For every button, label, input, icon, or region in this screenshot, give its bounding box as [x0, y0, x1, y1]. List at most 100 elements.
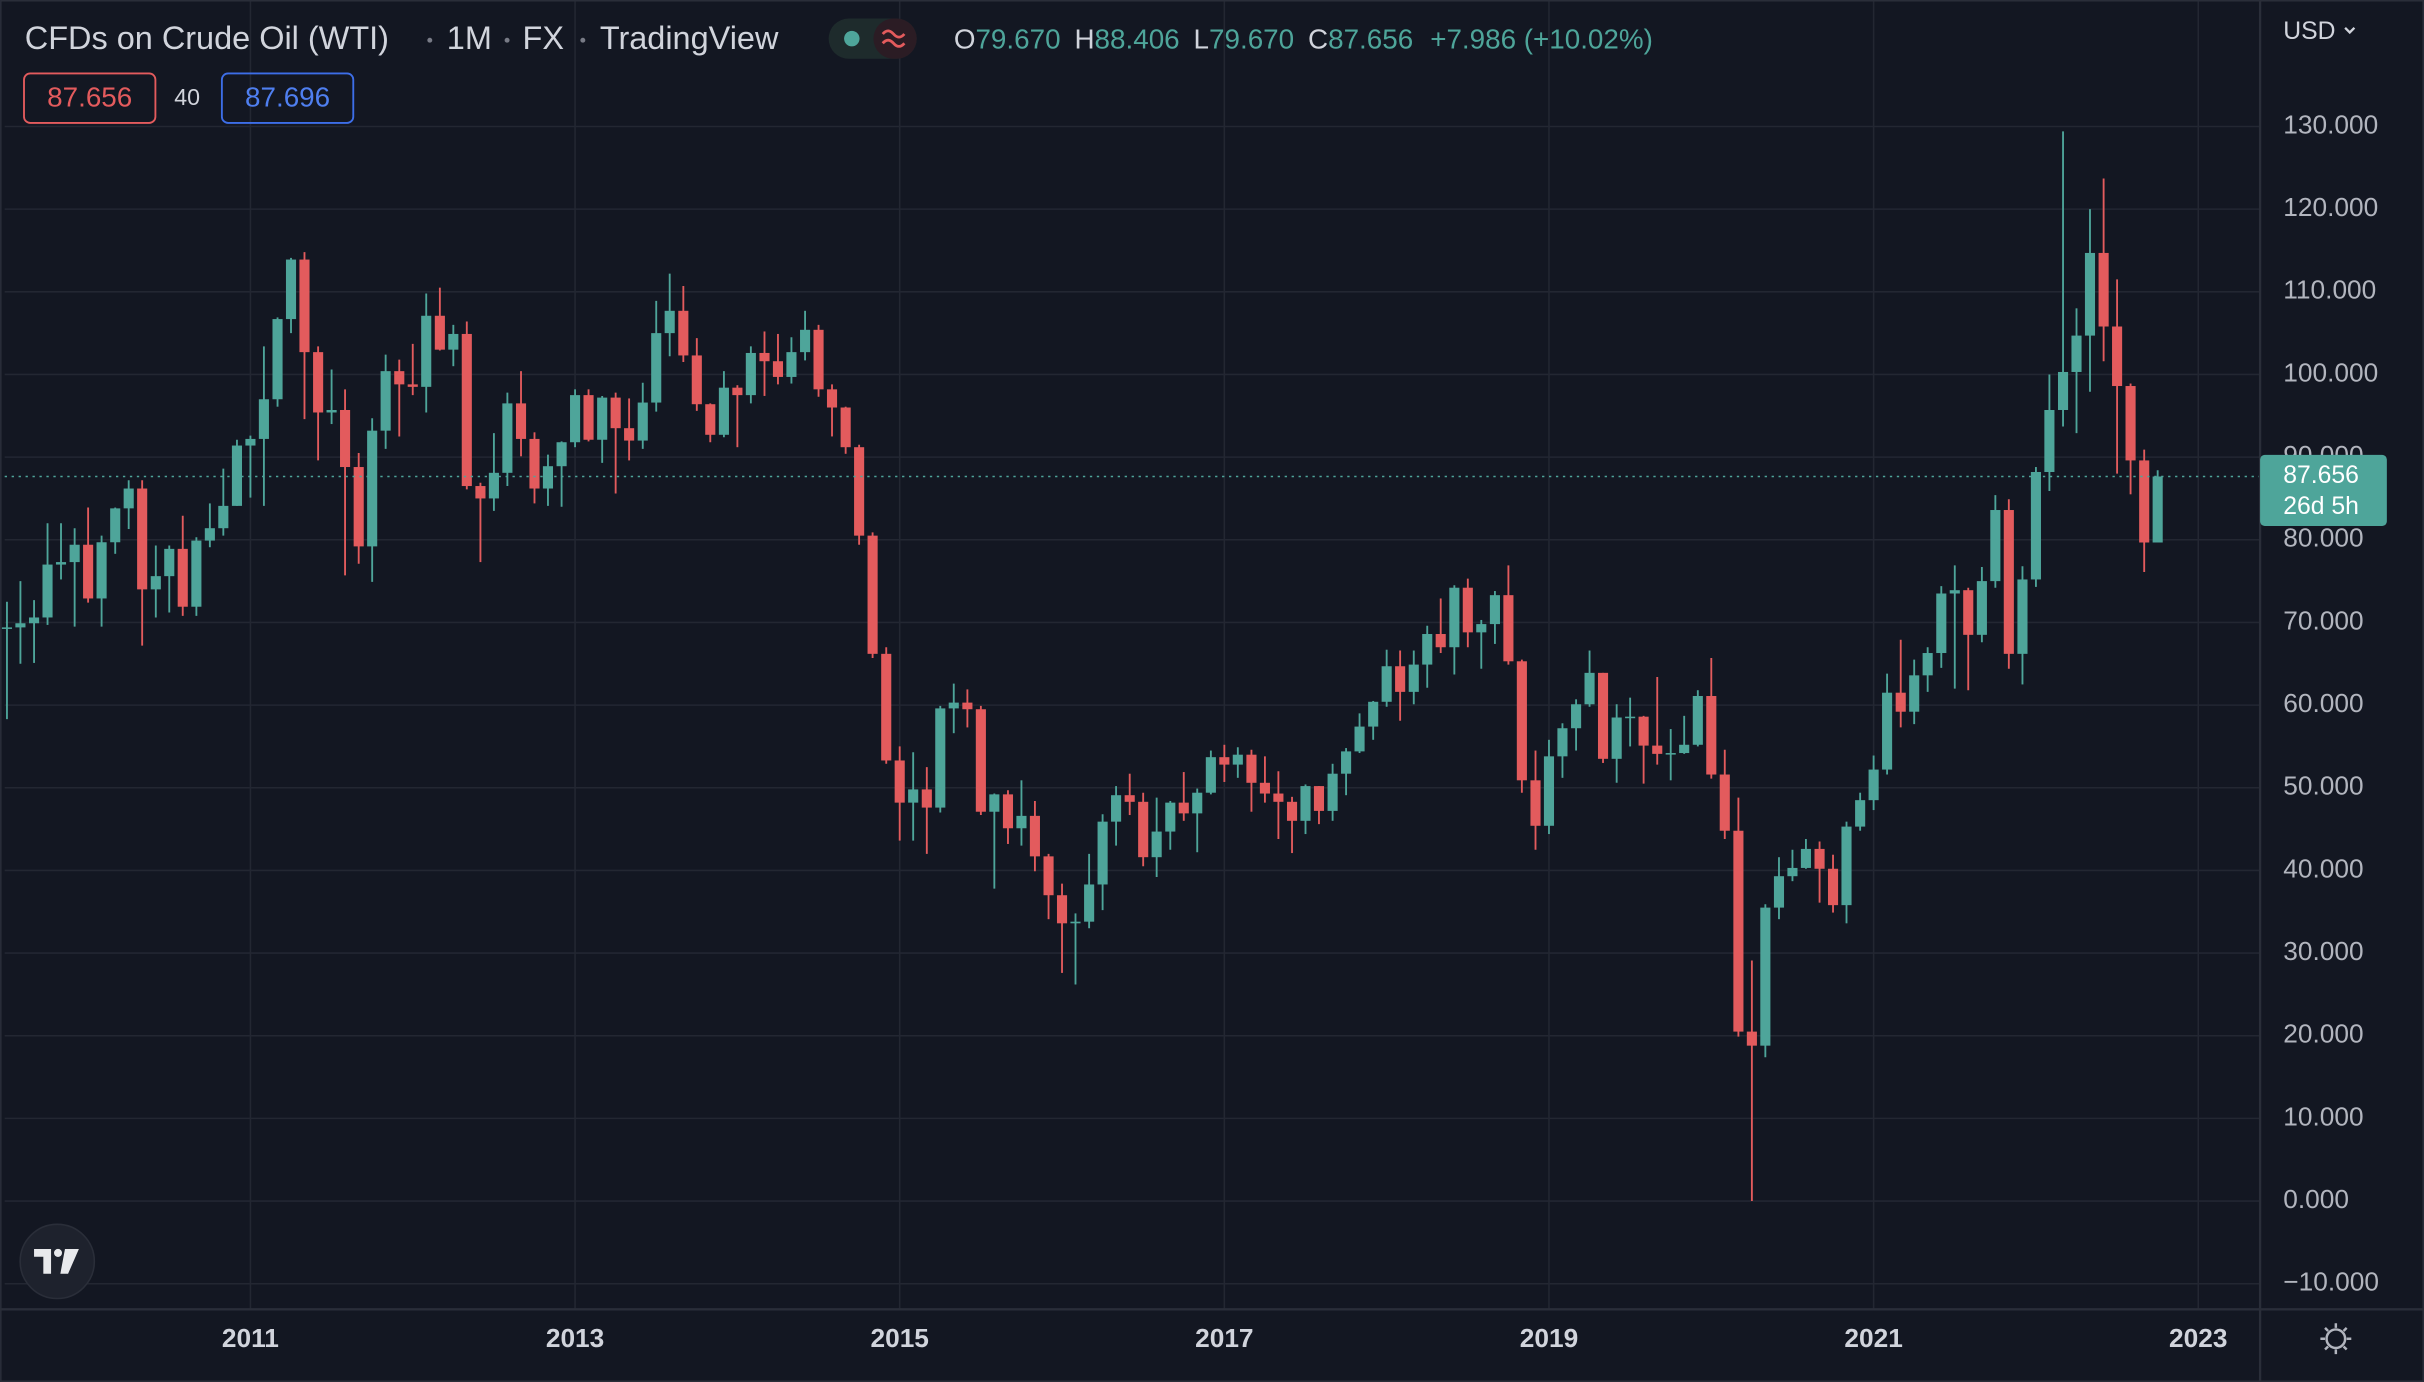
candle-body — [1530, 780, 1541, 826]
buy-box — [220, 72, 355, 124]
status-toggle[interactable] — [828, 18, 917, 59]
ohlc-key: L — [1194, 24, 1209, 55]
candle-body — [2030, 471, 2041, 580]
candle-body — [691, 355, 702, 405]
countdown: 26d 5h — [2283, 493, 2359, 520]
candle-body — [488, 472, 499, 499]
candle-body — [583, 395, 594, 440]
candle-body — [1016, 815, 1027, 829]
candle-body — [813, 329, 824, 390]
candle-body — [1286, 801, 1298, 821]
candle-body — [800, 329, 811, 353]
candle-body — [1246, 754, 1257, 783]
x-tick-label: 2015 — [870, 1323, 928, 1353]
candle-body — [1949, 590, 1960, 594]
candle-body — [664, 310, 675, 334]
y-tick-label: 80.000 — [2283, 523, 2363, 553]
candle-body — [1922, 653, 1933, 676]
currency-menu[interactable]: USD — [2283, 18, 2356, 45]
interval[interactable]: 1M — [447, 20, 492, 56]
candle-body — [894, 760, 905, 803]
candle-body — [1503, 595, 1514, 662]
candle-body — [732, 387, 743, 396]
candle-body — [1395, 666, 1406, 692]
sell-button[interactable]: 87.656 — [23, 72, 157, 124]
y-tick-label: 120.000 — [2283, 192, 2378, 222]
candle-body — [935, 708, 946, 808]
source[interactable]: TradingView — [600, 20, 779, 56]
candle-body — [448, 333, 459, 350]
candle-body — [2017, 579, 2028, 654]
candle-body — [556, 442, 567, 467]
candle-body — [1571, 704, 1582, 729]
settings-button[interactable] — [2320, 1323, 2352, 1355]
candle-body — [1841, 826, 1852, 906]
candle-body — [1422, 634, 1433, 665]
candle-body — [1178, 802, 1189, 814]
candle-body — [1273, 793, 1284, 802]
gear-ring — [2325, 1328, 2347, 1350]
candle-body — [921, 789, 932, 808]
ohlc-change: +7.986 (+10.02%) — [1430, 24, 1653, 55]
candle-body — [164, 548, 175, 577]
candle-body — [759, 352, 770, 362]
candle-body — [962, 702, 973, 710]
candle-body — [1990, 510, 2001, 582]
candle-body — [881, 653, 892, 761]
candle-body — [394, 371, 405, 385]
candle-body — [2139, 460, 2150, 543]
candle-body — [529, 438, 540, 489]
ohlc-value: 79.670 — [1209, 24, 1294, 55]
candle-body — [1368, 701, 1379, 727]
separator — [504, 37, 510, 43]
candle-body — [1827, 868, 1839, 906]
candle-body — [1936, 593, 1947, 654]
candle-body — [1151, 831, 1162, 858]
candle-body — [2057, 371, 2069, 410]
y-tick-label: 110.000 — [2283, 275, 2376, 305]
grid — [4, 0, 2261, 1310]
y-tick-label: 30.000 — [2283, 936, 2363, 966]
candle-body — [610, 397, 621, 429]
candle-body — [1976, 581, 1987, 635]
candle-body — [975, 709, 986, 812]
candle-body — [826, 389, 838, 408]
candle-body — [1543, 756, 1555, 826]
candle-body — [1381, 666, 1392, 702]
candle-body — [1408, 664, 1419, 692]
candle-body — [1597, 672, 1609, 759]
symbol-title[interactable]: CFDs on Crude Oil (WTI) — [25, 20, 389, 56]
candle-body — [1895, 692, 1906, 712]
y-tick-label: 130.000 — [2283, 109, 2378, 139]
candle-body — [867, 535, 878, 654]
exchange[interactable]: FX — [523, 20, 564, 56]
candle-body — [1787, 867, 1798, 877]
candle-body — [137, 488, 148, 590]
logo-dot — [53, 1248, 63, 1257]
candle-body — [1462, 587, 1473, 633]
candle-body — [258, 399, 269, 439]
candle-body — [1489, 595, 1500, 625]
candle-body — [110, 508, 121, 543]
candle-body — [204, 528, 215, 541]
x-tick-label: 2021 — [1844, 1323, 1902, 1353]
candle-body — [502, 403, 513, 473]
candle-body — [651, 333, 662, 403]
tradingview-logo[interactable] — [19, 1223, 96, 1300]
gear-teeth — [2320, 1323, 2352, 1355]
candle-body — [1800, 848, 1811, 868]
ohlc-value: 79.670 — [975, 24, 1060, 55]
x-tick-label: 2017 — [1195, 1323, 1253, 1353]
candle-body — [29, 617, 40, 624]
separator — [580, 37, 586, 43]
candle-body — [570, 395, 581, 443]
candle-body — [2084, 252, 2096, 336]
candle-body — [772, 361, 784, 377]
candle-body — [1625, 716, 1636, 719]
candle-body — [150, 576, 161, 590]
last-price-box — [2260, 454, 2387, 526]
candle-body — [597, 397, 608, 440]
candle-body — [55, 562, 67, 565]
buy-button[interactable]: 87.696 — [220, 72, 355, 124]
